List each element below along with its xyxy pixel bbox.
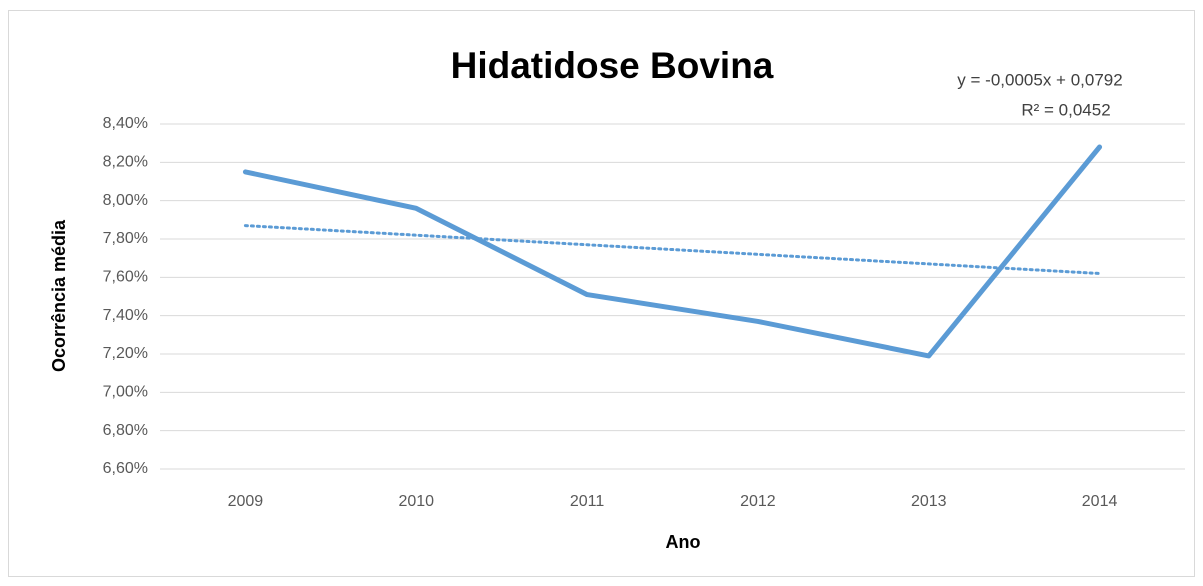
chart-title: Hidatidose Bovina [451,45,774,86]
trend-r-squared: R² = 0,0452 [1021,100,1110,119]
trendline [243,224,1102,275]
series-line [242,144,1103,359]
y-tick-label: 8,40% [103,115,148,132]
chart-border [8,10,1195,577]
x-tick-label: 2010 [398,493,434,510]
trend-equation: y = -0,0005x + 0,0792 [957,70,1122,89]
y-axis-label: Ocorrência média [49,219,69,372]
x-tick-label: 2012 [740,493,776,510]
y-tick-label: 7,80% [103,230,148,247]
y-tick-label: 8,00% [103,192,148,209]
y-tick-label: 7,20% [103,345,148,362]
x-tick-label: 2014 [1082,493,1118,510]
y-tick-label: 6,60% [103,460,148,477]
y-tick-label: 8,20% [103,154,148,171]
x-tick-label: 2013 [911,493,947,510]
x-axis-label: Ano [666,532,701,552]
x-tick-label: 2009 [228,493,264,510]
y-tick-label: 7,00% [103,384,148,401]
y-tick-label: 7,60% [103,269,148,286]
y-tick-label: 7,40% [103,307,148,324]
y-tick-label: 6,80% [103,422,148,439]
x-tick-label: 2011 [570,493,605,510]
